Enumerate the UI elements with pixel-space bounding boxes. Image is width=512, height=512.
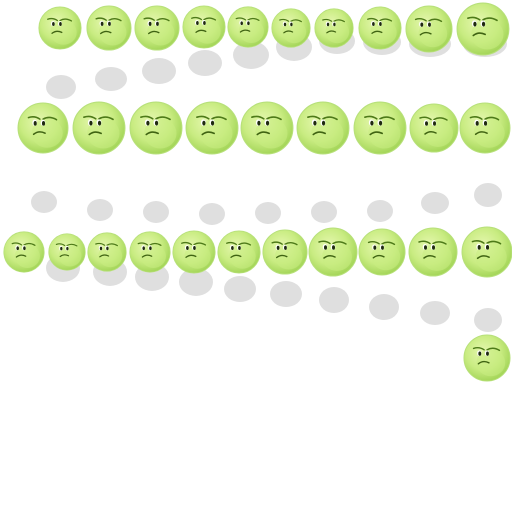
ground-shadow xyxy=(224,276,256,302)
sprite-frame-row-2-1 xyxy=(17,101,69,155)
ground-shadow xyxy=(311,201,337,223)
ground-shadow xyxy=(255,202,281,224)
character-svg xyxy=(308,227,358,277)
sprite-frame-row-3-7 xyxy=(262,225,308,279)
character-svg xyxy=(459,102,511,154)
sprite-frame-row-3-1 xyxy=(3,225,45,279)
character-svg xyxy=(129,231,171,273)
character-svg xyxy=(72,101,126,155)
ground-shadow xyxy=(474,308,502,332)
character-svg xyxy=(172,230,216,274)
ground-shadow xyxy=(46,75,76,99)
sprite-frame-row-3-6 xyxy=(217,225,261,279)
ground-shadow xyxy=(270,281,302,307)
ground-shadow xyxy=(95,67,127,91)
ground-shadow xyxy=(143,201,169,223)
sprite-frame-row-2-8 xyxy=(409,101,459,155)
sprite-frame-row-3-8 xyxy=(308,225,358,279)
character-svg xyxy=(358,228,406,276)
character-svg xyxy=(185,101,239,155)
sprite-frame-row-1-7 xyxy=(314,2,354,54)
ground-shadow xyxy=(420,301,450,325)
character-svg xyxy=(271,8,311,48)
character-svg xyxy=(296,101,350,155)
sprite-frame-row-3-10 xyxy=(408,225,458,279)
sprite-frame-row-3-2 xyxy=(48,225,86,279)
sprite-frame-row-1-4 xyxy=(182,1,226,53)
character-svg xyxy=(408,227,458,277)
character-svg xyxy=(456,2,510,56)
ground-shadow xyxy=(421,192,449,214)
character-svg xyxy=(87,232,127,272)
character-svg xyxy=(461,226,512,278)
character-svg xyxy=(217,230,261,274)
ground-shadow xyxy=(199,203,225,225)
sprite-frame-row-3-9 xyxy=(358,225,406,279)
sprite-frame-row-3-5 xyxy=(172,225,216,279)
sprite-frame-row-3-4 xyxy=(129,225,171,279)
character-svg xyxy=(86,5,132,51)
ground-shadow xyxy=(142,58,176,84)
sprite-frame-row-2-7 xyxy=(353,101,407,155)
sprite-frame-row-1-3 xyxy=(134,2,180,54)
character-svg xyxy=(227,6,269,48)
sprite-frame-row-2-6 xyxy=(296,101,350,155)
sprite-frame-row-1-10 xyxy=(456,2,510,56)
ground-shadow xyxy=(319,287,349,313)
sprite-frame-row-2-9 xyxy=(459,101,511,155)
character-svg xyxy=(358,6,402,50)
character-svg xyxy=(240,101,294,155)
ground-shadow xyxy=(87,199,113,221)
character-svg xyxy=(463,334,511,382)
character-svg xyxy=(17,102,69,154)
ground-shadow xyxy=(31,191,57,213)
character-svg xyxy=(38,6,82,50)
ground-shadow xyxy=(369,294,399,320)
character-svg xyxy=(3,231,45,273)
sprite-frame-row-1-6 xyxy=(271,2,311,54)
sprite-frame-row-2-3 xyxy=(129,101,183,155)
sprite-frame-row-3-3 xyxy=(87,225,127,279)
character-svg xyxy=(409,103,459,153)
sprite-frame-row-1-8 xyxy=(358,2,402,54)
sprite-frame-row-3-11 xyxy=(461,225,512,279)
sprite-frame-row-1-5 xyxy=(227,1,269,53)
character-svg xyxy=(314,8,354,48)
ground-shadow xyxy=(474,183,502,207)
sprite-frame-row-1-1 xyxy=(38,1,82,55)
sprite-frame-row-1-9 xyxy=(405,2,453,56)
sprite-frame-row-2-5 xyxy=(240,101,294,155)
character-svg xyxy=(48,233,86,271)
character-svg xyxy=(129,101,183,155)
character-svg xyxy=(353,101,407,155)
ground-shadow xyxy=(367,200,393,222)
sprite-frame-row-2-4 xyxy=(185,101,239,155)
ground-shadow xyxy=(188,50,222,76)
character-svg xyxy=(182,5,226,49)
character-svg xyxy=(405,5,453,53)
sprite-frame-row-2-2 xyxy=(72,101,126,155)
sprite-frame-row-1-2 xyxy=(86,2,132,54)
character-svg xyxy=(134,5,180,51)
sprite-frame-row-4-1 xyxy=(463,331,511,385)
character-svg xyxy=(262,229,308,275)
